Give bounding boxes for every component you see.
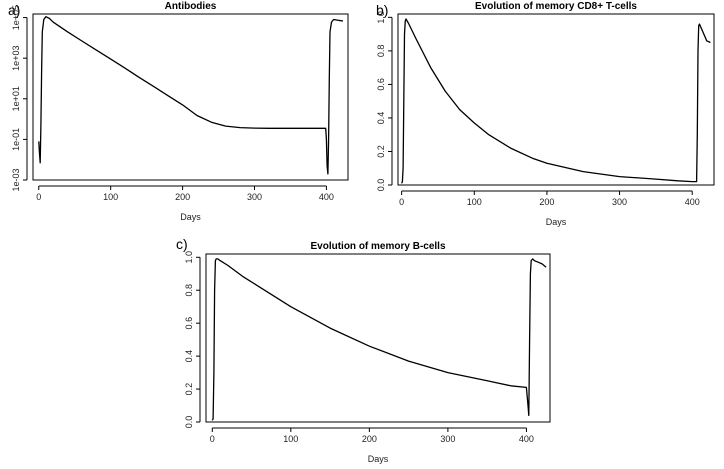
x-axis-title-b: Days [546, 217, 567, 227]
y-tick-label-b: 0.2 [376, 145, 386, 158]
chart-b-svg: Evolution of memory CD8+ T-cells 0 100 200 3… [376, 1, 715, 227]
panel-label-b: b) [376, 2, 389, 18]
plot-frame-b [397, 13, 715, 186]
y-tick-label-c: 0.8 [184, 284, 194, 297]
chart-title-c: Evolution of memory B-cells [310, 241, 445, 252]
x-tick-label-a: 100 [103, 192, 118, 202]
y-tick-label-a: 1e+05 [11, 5, 21, 30]
chart-title-b: Evolution of memory CD8+ T-cells [475, 1, 637, 12]
series-line-c-0 [211, 258, 547, 421]
chart-panel-b: b) Evolution of memory CD8+ T-cells 0 100 2… [362, 0, 724, 235]
y-tick-label-a: 1e-03 [11, 168, 21, 191]
y-tick-label-c: 0.0 [184, 416, 194, 429]
x-tick-label-c: 200 [362, 434, 377, 444]
x-tick-label-b: 0 [399, 197, 404, 207]
x-tick-label-c: 300 [440, 434, 455, 444]
plot-frame-c [205, 253, 551, 423]
x-tick-label-b: 100 [467, 197, 482, 207]
y-tick-label-a: 1e+01 [11, 86, 21, 111]
y-tick-label-c: 0.4 [184, 350, 194, 363]
y-tick-label-b: 0.0 [376, 179, 386, 192]
x-tick-label-c: 100 [283, 434, 298, 444]
panel-label-c: c) [176, 236, 188, 252]
x-tick-label-c: 400 [519, 434, 534, 444]
chart-a-svg: Antibodies 0 100 200 300 400 1e-03 1e-01 1e+01 1e… [11, 1, 349, 222]
series-line-a-0 [38, 16, 344, 175]
y-tick-label-c: 0.6 [184, 317, 194, 330]
x-tick-label-a: 400 [319, 192, 334, 202]
x-tick-label-b: 400 [685, 197, 700, 207]
x-axis-title-c: Days [368, 454, 389, 464]
x-tick-label-c: 0 [210, 434, 215, 444]
x-tick-label-b: 300 [612, 197, 627, 207]
y-tick-label-a: 1e+03 [11, 46, 21, 71]
chart-c-svg: Evolution of memory B-cells 0 100 200 300 400… [184, 241, 551, 464]
chart-panel-a: a) Antibodies 0 100 200 300 400 1e-03 1e-01 1e+0… [0, 0, 360, 235]
plot-frame-a [32, 13, 349, 181]
y-tick-label-a: 1e-01 [11, 128, 21, 151]
y-tick-label-b: 1.0 [376, 11, 386, 24]
y-tick-label-c: 0.2 [184, 383, 194, 396]
panel-label-a: a) [8, 2, 21, 18]
x-tick-label-a: 300 [247, 192, 262, 202]
y-tick-label-b: 0.8 [376, 45, 386, 58]
chart-title-a: Antibodies [165, 1, 217, 12]
x-tick-label-a: 0 [36, 192, 41, 202]
x-tick-label-a: 200 [175, 192, 190, 202]
chart-panel-c: c) Evolution of memory B-cells 0 100 200 300… [170, 236, 560, 469]
y-tick-label-b: 0.6 [376, 78, 386, 91]
x-tick-label-b: 200 [539, 197, 554, 207]
x-axis-title-a: Days [180, 212, 201, 222]
y-tick-label-b: 0.4 [376, 112, 386, 125]
series-line-b-0 [401, 18, 711, 184]
y-tick-label-c: 1.0 [184, 251, 194, 264]
